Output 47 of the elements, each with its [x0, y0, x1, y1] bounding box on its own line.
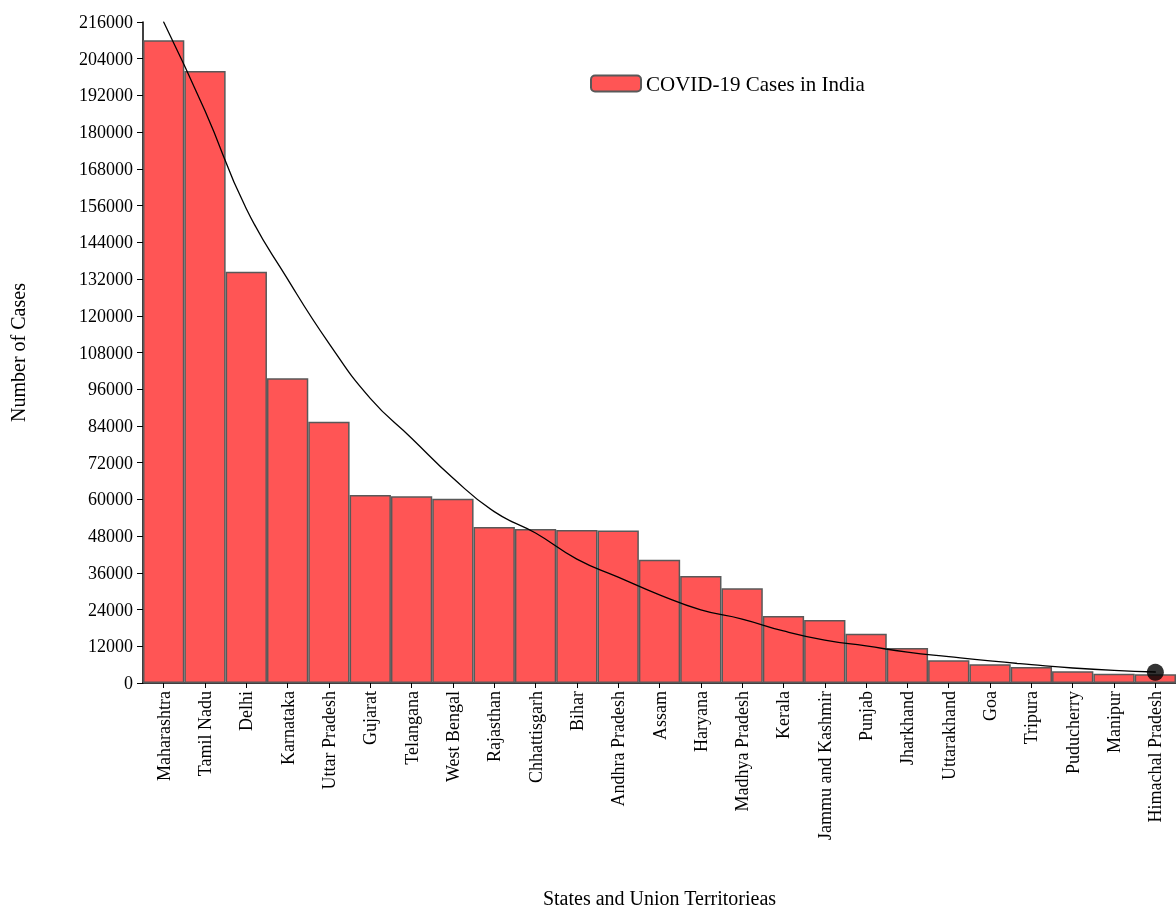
x-tick-label: Jammu and Kashmir	[814, 691, 835, 840]
y-tick-label: 180000	[79, 122, 133, 143]
y-tick-label: 204000	[79, 48, 133, 69]
x-tick-label: Karnataka	[277, 690, 298, 765]
y-tick-label: 60000	[88, 489, 133, 510]
x-tick-label: Telangana	[401, 691, 422, 765]
y-tick-label: 48000	[88, 526, 133, 547]
y-tick-label: 192000	[79, 85, 133, 106]
x-tick-label: Uttar Pradesh	[318, 691, 339, 790]
x-tick-label: Andhra Pradesh	[608, 691, 629, 807]
y-tick-label: 36000	[88, 562, 133, 583]
x-tick-label: Chhattisgarh	[525, 691, 546, 783]
x-tick-label: Jharkhand	[897, 691, 918, 765]
x-tick-label: Delhi	[236, 691, 257, 731]
x-tick-label: Bihar	[566, 691, 587, 731]
y-tick-label: 120000	[79, 305, 133, 326]
y-tick-label: 168000	[79, 158, 133, 179]
y-tick-label: 72000	[88, 452, 133, 473]
x-tick-label: Himachal Pradesh	[1145, 691, 1166, 823]
x-axis-title: States and Union Territorieas	[542, 887, 777, 909]
x-tick-label: Madhya Pradesh	[732, 691, 753, 812]
y-tick-label: 156000	[79, 195, 133, 216]
y-tick-label: 0	[124, 673, 133, 693]
y-tick-label: 108000	[79, 342, 133, 363]
x-tick-label: West Bengal	[442, 691, 463, 783]
x-tick-label: Tripura	[1021, 690, 1042, 745]
y-tick-label: 144000	[79, 232, 133, 253]
x-tick-label: Tamil Nadu	[194, 691, 215, 777]
x-tick-label: Assam	[649, 691, 670, 740]
y-tick-label: 216000	[79, 12, 133, 32]
x-tick-label: Kerala	[773, 691, 794, 739]
x-tick-label: Maharashtra	[153, 691, 174, 781]
x-tick-label: Rajasthan	[484, 691, 505, 762]
x-tick-label: Uttarakhand	[938, 691, 959, 780]
x-tick-label: Gujarat	[360, 691, 381, 745]
y-tick-label: 24000	[88, 599, 133, 620]
y-axis-title: Number of Cases	[7, 282, 29, 422]
x-tick-label: Punjab	[856, 691, 877, 742]
y-tick-label: 132000	[79, 269, 133, 290]
y-tick-label: 96000	[88, 379, 133, 400]
x-tick-label: Haryana	[690, 691, 711, 752]
legend-label: COVID-19 Cases in India	[646, 71, 866, 96]
x-tick-label: Manipur	[1104, 691, 1125, 753]
y-tick-label: 84000	[88, 415, 133, 436]
y-tick-label: 12000	[88, 636, 133, 657]
x-tick-label: Puducherry	[1062, 691, 1083, 774]
x-tick-label: Goa	[980, 691, 1001, 721]
